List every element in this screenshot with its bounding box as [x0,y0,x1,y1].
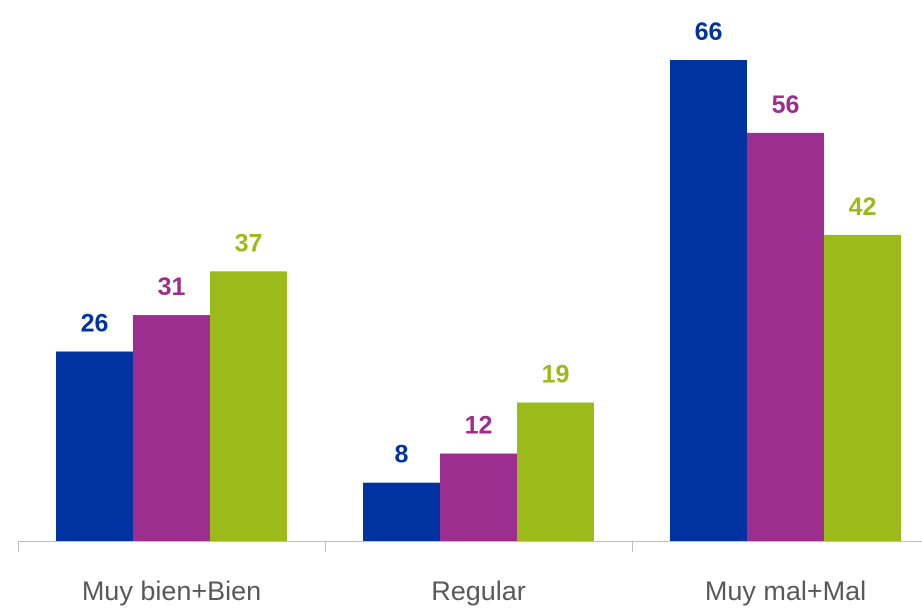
x-tick-label: Muy mal+Mal [705,576,866,606]
bar [670,60,747,541]
data-label: 66 [695,18,723,46]
bar [56,351,133,541]
bar [517,402,594,541]
x-tick-label: Muy bien+Bien [82,576,261,606]
data-label: 26 [81,310,109,338]
data-label: 37 [235,229,263,257]
bar [440,453,517,541]
data-label: 56 [772,91,800,119]
data-label: 42 [849,193,877,221]
bar [133,315,210,541]
category-axis [18,541,922,552]
data-label: 12 [465,412,493,440]
bar [824,234,901,541]
data-label: 19 [542,361,570,389]
data-label: 8 [395,441,409,469]
x-tick-label: Regular [431,576,526,606]
bar [210,271,287,541]
bar [747,132,824,541]
data-label: 31 [158,273,186,301]
bar [363,482,440,541]
